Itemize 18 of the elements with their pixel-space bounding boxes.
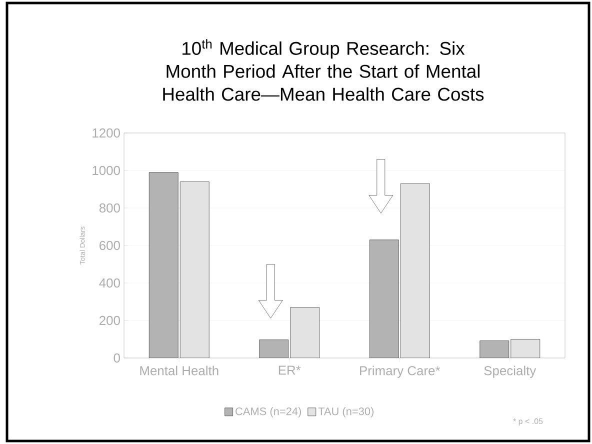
- bar: [290, 307, 320, 358]
- x-tick-label: ER*: [278, 366, 301, 375]
- y-tick-label: 1000: [92, 166, 120, 176]
- y-tick-label: 1200: [92, 128, 120, 138]
- legend-label: TAU (n=30): [318, 407, 374, 418]
- y-tick-label: 600: [100, 240, 120, 250]
- y-tick-label: 800: [99, 203, 120, 213]
- bar: [510, 339, 540, 358]
- y-tick-label: 0: [114, 353, 120, 363]
- bar: [400, 183, 430, 358]
- x-tick-label: Specialty: [484, 366, 536, 378]
- bar: [180, 182, 210, 358]
- x-tick-label: Mental Health: [140, 366, 218, 376]
- legend-label: CAMS (n=24): [236, 407, 301, 418]
- chart-title: 10$^{th}$ Medical Group Research: Six Month Period After the Start of Mental Health Care—Mean Health Care Costs: [163, 39, 484, 101]
- x-tick-label: Primary Care*: [360, 366, 440, 378]
- y-tick-label: 400: [99, 278, 120, 288]
- y-tick-label: 200: [100, 316, 120, 326]
